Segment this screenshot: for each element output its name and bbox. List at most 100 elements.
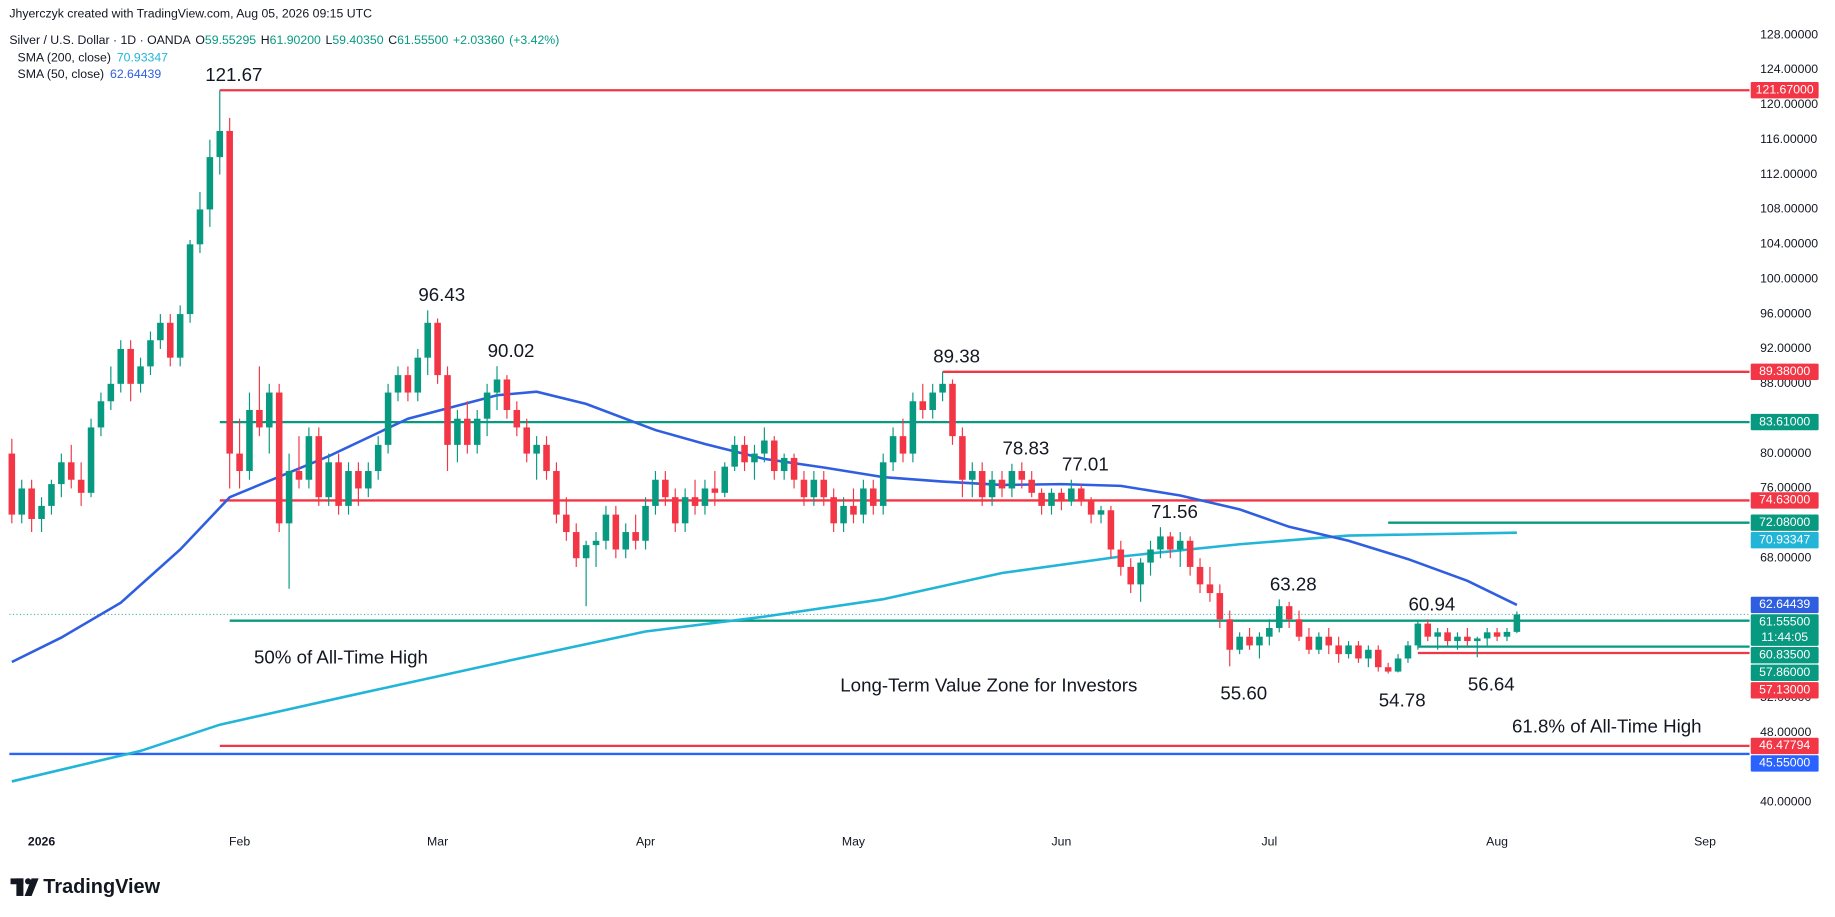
candle-body xyxy=(563,514,570,533)
candle-body xyxy=(1137,562,1144,585)
logo-part xyxy=(24,878,39,896)
candle-body xyxy=(840,505,847,524)
candle-body xyxy=(256,409,263,428)
price-box xyxy=(1750,82,1819,99)
candle-body xyxy=(166,322,174,358)
candle-body xyxy=(929,392,936,410)
candle-body xyxy=(830,497,837,524)
y-tick-label: 96.00000 xyxy=(1760,306,1811,320)
candle-body xyxy=(899,436,907,454)
y-tick-label: 68.00000 xyxy=(1760,550,1811,564)
candle-body xyxy=(186,244,194,315)
candle-body xyxy=(523,427,530,454)
candle-body xyxy=(315,436,323,498)
candle-body xyxy=(1256,636,1263,646)
candle-body xyxy=(761,440,768,454)
candle-body xyxy=(681,497,689,524)
candle-body xyxy=(1068,488,1075,502)
candle-body xyxy=(1216,593,1224,620)
candle-body xyxy=(434,322,441,376)
y-tick-label: 80.00000 xyxy=(1760,446,1811,460)
sma-legend: SMA (200, close) 70.93347 xyxy=(18,51,169,65)
price-box-label: 83.61000 xyxy=(1759,414,1810,428)
candle-body xyxy=(48,484,55,506)
candle-body xyxy=(949,383,956,437)
logo-part xyxy=(16,878,24,896)
candle-body xyxy=(602,514,610,541)
candle-body xyxy=(503,379,511,410)
candle-body xyxy=(1285,606,1293,620)
candle-body xyxy=(978,471,986,498)
candle-body xyxy=(1464,636,1471,642)
candle-body xyxy=(1176,540,1184,550)
x-tick-label: Mar xyxy=(427,834,448,848)
candle-body xyxy=(1374,649,1382,668)
candle-body xyxy=(513,409,521,428)
candle-body xyxy=(1424,623,1432,637)
candle-body xyxy=(1295,619,1303,637)
peak-label: 78.83 xyxy=(1003,438,1050,459)
change: +2.03360 xyxy=(453,33,505,47)
price-box-label: 74.63000 xyxy=(1759,493,1810,507)
candle-body xyxy=(1236,636,1243,650)
candle-body xyxy=(721,466,729,493)
ohlc-key: C xyxy=(388,33,397,47)
candle-body xyxy=(543,444,550,472)
price-box-label: 57.13000 xyxy=(1759,683,1810,697)
candle-body xyxy=(266,392,273,428)
peak-label: 89.38 xyxy=(933,346,980,367)
candle-body xyxy=(1266,627,1273,637)
peak-label: 96.43 xyxy=(418,284,465,305)
candle-body xyxy=(147,340,154,367)
candle-body xyxy=(87,427,95,493)
candle-body xyxy=(1444,632,1451,642)
brand-logo xyxy=(10,878,39,896)
candle-body xyxy=(691,497,699,506)
y-tick-label: 120.00000 xyxy=(1760,97,1818,111)
candle-body xyxy=(1008,471,1016,489)
candle-body xyxy=(741,444,748,463)
candle-body xyxy=(157,322,164,341)
price-box-label: 61.55500 xyxy=(1759,615,1810,629)
candle-body xyxy=(305,436,313,480)
price-box-label: 57.86000 xyxy=(1759,665,1810,679)
candle-body xyxy=(1513,614,1521,632)
price-box-label: 62.64439 xyxy=(1759,597,1810,611)
price-box xyxy=(1750,514,1819,531)
candle-body xyxy=(939,383,946,393)
y-tick-label: 48.00000 xyxy=(1760,725,1811,739)
candle-body xyxy=(959,436,966,480)
candle-body xyxy=(711,488,719,493)
candle-body xyxy=(1038,492,1045,506)
note: 61.8% of All-Time High xyxy=(1512,715,1702,736)
candle-body xyxy=(1315,636,1323,650)
candle-body xyxy=(1048,492,1055,506)
candle-body xyxy=(444,375,451,445)
candle-body xyxy=(1206,584,1214,594)
price-box xyxy=(1750,363,1819,380)
candle-body xyxy=(879,462,887,506)
candle-body xyxy=(295,471,303,480)
price-box xyxy=(1750,492,1819,509)
price-box-label: 46.47794 xyxy=(1759,738,1810,752)
candle-body xyxy=(1018,471,1026,480)
price-box xyxy=(1750,532,1819,549)
candle-body xyxy=(1147,549,1154,563)
candle-body xyxy=(1305,636,1313,650)
change-pct: (+3.42%) xyxy=(509,33,559,47)
candle-body xyxy=(612,514,620,550)
ohlc-value: 59.55295 xyxy=(205,33,256,47)
x-tick-label: Jun xyxy=(1052,834,1072,848)
candle-body xyxy=(1087,501,1095,515)
y-tick-label: 104.00000 xyxy=(1760,237,1818,251)
candle-body xyxy=(374,444,382,472)
candle-body xyxy=(731,444,738,467)
candle-body xyxy=(1493,632,1501,637)
candle-body xyxy=(553,471,560,515)
credit: Jhyerczyk created with TradingView.com, … xyxy=(9,6,372,20)
candle-body xyxy=(1226,619,1234,650)
candle-body xyxy=(424,322,431,358)
price-box-label: 45.55000 xyxy=(1759,756,1810,770)
